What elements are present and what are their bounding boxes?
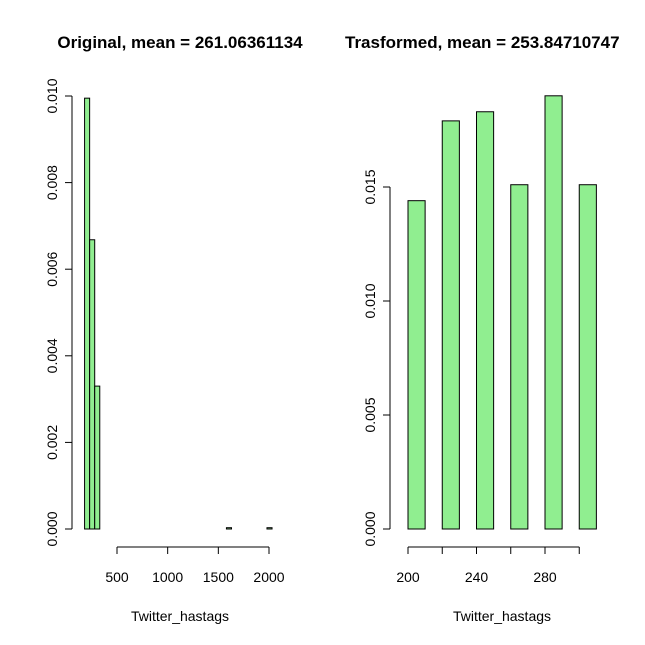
bar-transformed-1 [441, 120, 460, 530]
x-tick-label-original: 1000 [152, 569, 183, 585]
chart-title-transformed: Trasformed, mean = 253.84710747 [345, 33, 620, 52]
x-tick-label-transformed: 200 [396, 569, 420, 585]
x-tick-label-original: 500 [105, 569, 129, 585]
y-tick-label-original: 0.002 [44, 425, 60, 460]
x-tick-label-original: 2000 [253, 569, 284, 585]
y-tick-label-original: 0.010 [44, 78, 60, 113]
x-tick-label-transformed: 280 [533, 569, 557, 585]
bar-original-0 [84, 97, 91, 530]
bar-original-4 [266, 527, 273, 530]
y-tick-label-transformed: 0.005 [362, 397, 378, 432]
y-tick-label-original: 0.004 [44, 338, 60, 373]
y-tick-label-transformed: 0.010 [362, 283, 378, 318]
bar-original-2 [94, 385, 101, 530]
y-tick-label-transformed: 0.000 [362, 511, 378, 546]
panel-transformed: 200 240 280 0.000 0.005 0.010 0.015 [362, 95, 597, 585]
y-tick-label-transformed: 0.015 [362, 169, 378, 204]
x-axis-label-transformed: Twitter_hastags [453, 608, 551, 624]
bar-original-3 [225, 527, 233, 530]
x-tick-label-original: 1500 [203, 569, 234, 585]
y-tick-label-original: 0.000 [44, 511, 60, 546]
bar-original-1 [89, 239, 96, 530]
bar-transformed-4 [544, 95, 563, 530]
y-tick-label-original: 0.008 [44, 165, 60, 200]
bar-transformed-2 [476, 111, 495, 530]
x-axis-label-original: Twitter_hastags [131, 608, 229, 624]
x-tick-label-transformed: 240 [465, 569, 489, 585]
bar-transformed-5 [578, 184, 597, 530]
bar-transformed-3 [510, 184, 529, 530]
chart-title-original: Original, mean = 261.06361134 [57, 33, 303, 52]
bar-transformed-0 [407, 200, 426, 530]
panel-original: 500 1000 1500 2000 0.000 0.002 0.004 0.006 0.008… [44, 78, 285, 585]
y-tick-label-original: 0.006 [44, 251, 60, 286]
